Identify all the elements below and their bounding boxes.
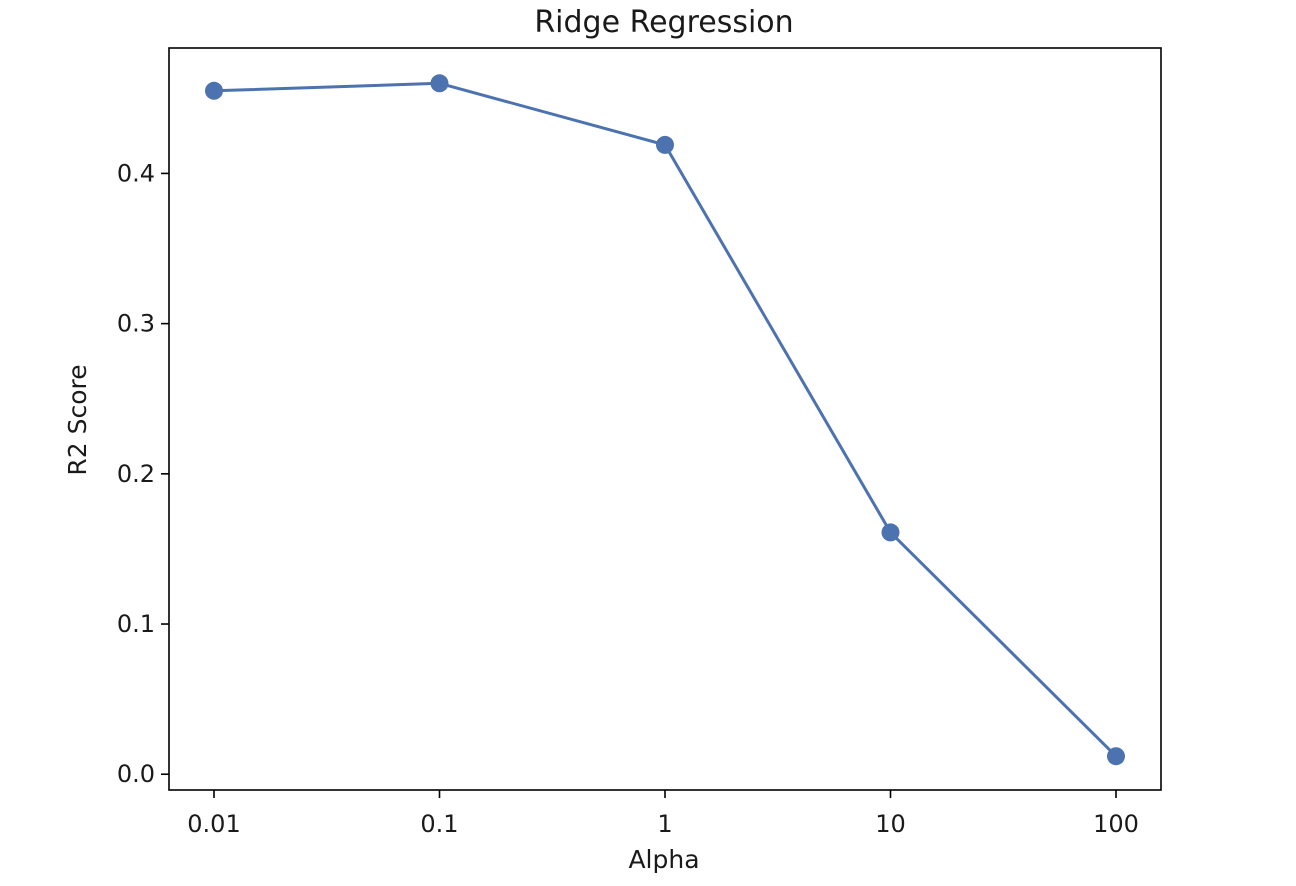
y-tick-label: 0.3 — [117, 310, 155, 338]
x-axis-label: Alpha — [628, 845, 699, 874]
data-point — [1107, 747, 1125, 766]
data-point — [205, 81, 223, 100]
series-layer — [205, 74, 1125, 766]
y-tick-label: 0.0 — [117, 760, 155, 788]
y-tick-label: 0.4 — [117, 159, 155, 187]
series-line — [213, 81, 1118, 758]
y-tick-label: 0.2 — [117, 460, 155, 488]
data-point — [656, 135, 674, 154]
chart-title: Ridge Regression — [534, 5, 793, 40]
x-tick-label: 0.01 — [187, 810, 240, 838]
x-axis: 0.01 0.1 1 10 100 — [187, 790, 1139, 838]
x-tick-label: 1 — [657, 810, 672, 838]
x-tick-label: 0.1 — [420, 810, 458, 838]
plot-area-frame — [168, 47, 1162, 791]
y-tick-label: 0.1 — [117, 610, 155, 638]
x-tick-label: 10 — [875, 810, 906, 838]
y-axis: 0.0 0.1 0.2 0.3 0.4 — [117, 159, 169, 788]
y-axis-label: R2 Score — [63, 364, 92, 475]
data-point — [881, 523, 900, 542]
data-point — [430, 74, 449, 93]
x-tick-label: 100 — [1093, 810, 1139, 838]
